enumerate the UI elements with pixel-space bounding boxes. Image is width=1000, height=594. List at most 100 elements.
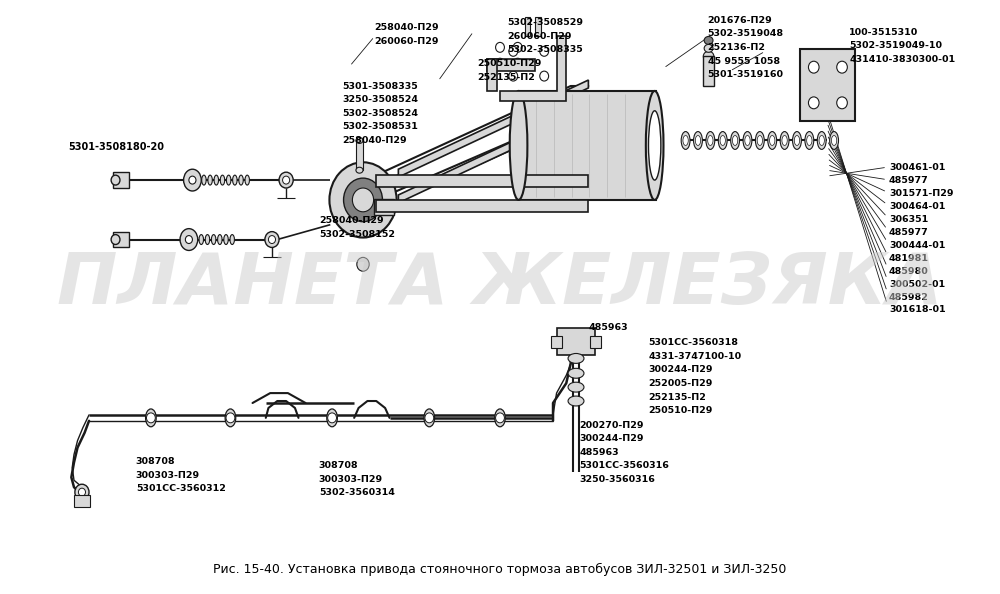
Bar [374, 199, 394, 215]
Ellipse shape [218, 235, 222, 245]
Text: 258040-П29: 258040-П29 [319, 216, 383, 225]
Circle shape [808, 61, 819, 73]
Ellipse shape [356, 137, 363, 143]
Circle shape [540, 71, 549, 81]
Circle shape [509, 46, 518, 56]
Ellipse shape [180, 229, 198, 251]
Text: 308708: 308708 [136, 457, 175, 466]
Polygon shape [500, 36, 566, 101]
Ellipse shape [211, 235, 216, 245]
Bar [113, 172, 129, 188]
Text: 252136-П2: 252136-П2 [708, 43, 766, 52]
Text: 300444-01: 300444-01 [889, 241, 945, 249]
Text: 5301-3508335: 5301-3508335 [343, 82, 418, 91]
Circle shape [328, 413, 336, 423]
Circle shape [513, 58, 522, 68]
Ellipse shape [510, 91, 527, 200]
Ellipse shape [757, 135, 762, 146]
Text: 300461-01: 300461-01 [889, 163, 945, 172]
Ellipse shape [226, 175, 231, 185]
Text: 301571-П29: 301571-П29 [889, 189, 953, 198]
Polygon shape [398, 80, 588, 177]
Ellipse shape [202, 175, 206, 185]
Text: 5302-3508524: 5302-3508524 [343, 109, 419, 118]
Circle shape [226, 413, 235, 423]
Ellipse shape [805, 131, 814, 150]
Text: 308708: 308708 [319, 462, 358, 470]
Ellipse shape [568, 382, 584, 392]
Circle shape [75, 484, 89, 500]
Text: 250510-П29: 250510-П29 [477, 59, 541, 68]
Circle shape [496, 42, 504, 52]
Ellipse shape [683, 135, 688, 146]
Text: 485963: 485963 [580, 448, 619, 457]
Ellipse shape [794, 135, 800, 146]
Ellipse shape [646, 91, 664, 200]
Ellipse shape [245, 175, 249, 185]
Ellipse shape [230, 235, 234, 245]
Bar [525, 17, 530, 36]
Ellipse shape [356, 168, 363, 173]
Ellipse shape [694, 131, 702, 150]
Ellipse shape [782, 135, 787, 146]
Circle shape [279, 172, 293, 188]
Text: 5301СС-3560318: 5301СС-3560318 [648, 339, 738, 347]
Text: 5301СС-3560316: 5301СС-3560316 [580, 462, 669, 470]
Ellipse shape [681, 131, 690, 150]
Text: 201676-П29: 201676-П29 [708, 16, 772, 25]
Circle shape [268, 236, 276, 244]
Text: 3250-3508524: 3250-3508524 [343, 96, 419, 105]
Text: 250510-П29: 250510-П29 [648, 406, 713, 415]
Ellipse shape [831, 135, 837, 146]
Text: 4331-3747100-10: 4331-3747100-10 [648, 352, 742, 361]
Ellipse shape [214, 175, 219, 185]
Bar [378, 203, 390, 211]
Ellipse shape [720, 135, 725, 146]
Bar [551, 336, 562, 347]
Text: 260060-П29: 260060-П29 [507, 32, 572, 41]
Text: 5302-3519048: 5302-3519048 [708, 30, 784, 39]
Text: 481981: 481981 [889, 254, 929, 263]
Text: 300244-П29: 300244-П29 [580, 434, 644, 443]
Bar [535, 17, 541, 36]
Ellipse shape [199, 235, 203, 245]
Text: 485982: 485982 [889, 292, 929, 302]
Text: 431410-3830300-01: 431410-3830300-01 [849, 55, 955, 64]
Text: 5301СС-3560312: 5301СС-3560312 [136, 484, 226, 494]
Text: 5302-3508529: 5302-3508529 [507, 18, 583, 27]
Ellipse shape [225, 409, 236, 426]
Ellipse shape [780, 131, 789, 150]
Text: 252135-П2: 252135-П2 [477, 73, 535, 82]
Ellipse shape [704, 36, 713, 45]
Ellipse shape [185, 236, 192, 244]
Ellipse shape [745, 135, 750, 146]
Bar [519, 91, 656, 200]
Text: 252135-П2: 252135-П2 [648, 393, 706, 402]
Ellipse shape [817, 131, 826, 150]
Text: 252005-П29: 252005-П29 [648, 379, 713, 388]
Bar [113, 232, 129, 248]
Bar [590, 336, 601, 347]
Text: 5302-3560314: 5302-3560314 [319, 488, 395, 497]
Ellipse shape [327, 409, 337, 426]
Circle shape [509, 71, 518, 81]
Text: 5302-3508335: 5302-3508335 [507, 45, 583, 55]
Bar [800, 49, 855, 121]
Text: 258040-П29: 258040-П29 [343, 136, 407, 145]
Ellipse shape [706, 131, 715, 150]
Circle shape [111, 235, 120, 245]
Ellipse shape [743, 131, 752, 150]
Bar [74, 495, 90, 507]
Text: 100-3515310: 100-3515310 [849, 28, 918, 37]
Polygon shape [398, 106, 588, 203]
Ellipse shape [233, 175, 237, 185]
Text: 200270-П29: 200270-П29 [580, 421, 644, 430]
Ellipse shape [708, 135, 713, 146]
Text: 260060-П29: 260060-П29 [374, 36, 439, 46]
Text: 300303-П29: 300303-П29 [136, 471, 200, 480]
Circle shape [513, 42, 522, 52]
Ellipse shape [184, 169, 201, 191]
Text: 5301-3519160: 5301-3519160 [708, 70, 784, 79]
Ellipse shape [793, 131, 801, 150]
Text: 5302-3508531: 5302-3508531 [343, 122, 419, 131]
